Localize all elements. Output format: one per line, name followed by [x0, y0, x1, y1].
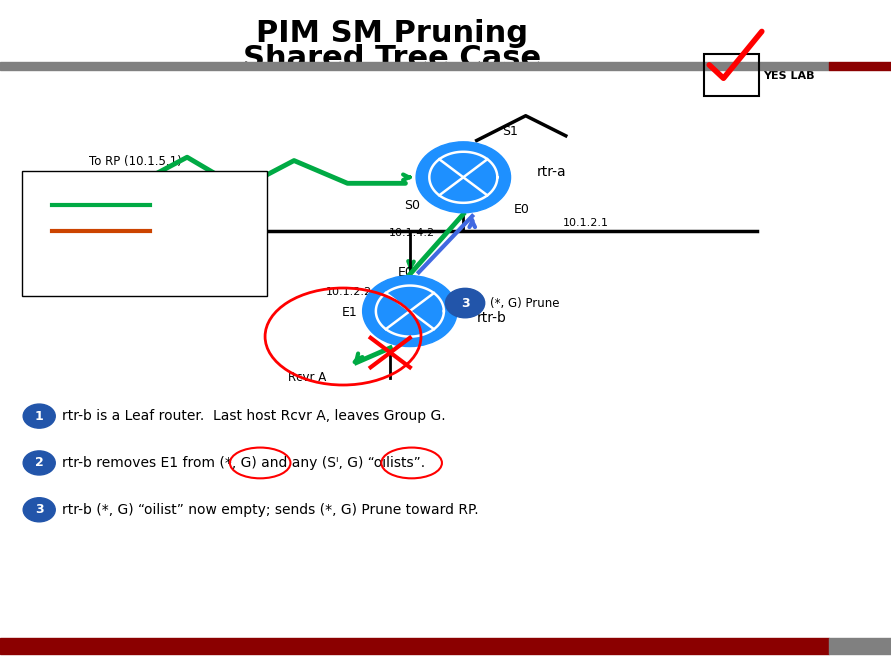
Text: 1: 1: [35, 409, 44, 423]
Text: 10.1.2.1: 10.1.2.1: [563, 218, 609, 227]
Text: E0: E0: [513, 203, 529, 216]
Text: rtr-b: rtr-b: [477, 311, 507, 324]
Circle shape: [446, 288, 485, 318]
Text: (*, G) Prune: (*, G) Prune: [490, 296, 560, 310]
Text: S1: S1: [503, 125, 519, 138]
Text: 2: 2: [35, 456, 44, 470]
Text: 3: 3: [35, 503, 44, 516]
Text: YES LAB: YES LAB: [763, 71, 814, 80]
Text: 10.1.4.2: 10.1.4.2: [388, 228, 435, 237]
Text: To RP (10.1.5.1): To RP (10.1.5.1): [89, 155, 182, 169]
Text: rtr-b (*, G) “oilist” now empty; sends (*, G) Prune toward RP.: rtr-b (*, G) “oilist” now empty; sends (…: [62, 503, 479, 516]
Text: 3: 3: [461, 296, 470, 310]
Circle shape: [363, 276, 457, 347]
Text: Shared Tree Case: Shared Tree Case: [243, 44, 541, 74]
Text: E0: E0: [397, 266, 413, 279]
Text: PIM SM Pruning: PIM SM Pruning: [256, 19, 528, 48]
Bar: [0, 638, 829, 654]
Text: Rcvr A: Rcvr A: [289, 371, 326, 385]
Text: E1: E1: [341, 306, 357, 319]
Text: rtr-b is a Leaf router.  Last host Rcvr A, leaves Group G.: rtr-b is a Leaf router. Last host Rcvr A…: [62, 409, 446, 423]
Bar: [0, 62, 829, 70]
Bar: [829, 62, 891, 70]
Text: rtr-a: rtr-a: [536, 165, 566, 179]
Circle shape: [23, 404, 55, 428]
Circle shape: [416, 142, 511, 213]
FancyBboxPatch shape: [22, 171, 267, 296]
Circle shape: [23, 498, 55, 522]
Text: SPT Tree: SPT Tree: [159, 226, 206, 235]
Text: (Sᴵ, G) Traffic Flow: (Sᴵ, G) Traffic Flow: [49, 179, 150, 188]
Text: 10.1.2.2: 10.1.2.2: [326, 288, 372, 297]
Text: rtr-b removes E1 from (*, G) and any (Sᴵ, G) “oilists”.: rtr-b removes E1 from (*, G) and any (Sᴵ…: [62, 456, 426, 470]
Text: Shared Tree: Shared Tree: [159, 201, 225, 210]
Circle shape: [23, 451, 55, 475]
Text: S0: S0: [405, 199, 421, 212]
Bar: [829, 638, 891, 654]
Bar: [704, 54, 759, 96]
